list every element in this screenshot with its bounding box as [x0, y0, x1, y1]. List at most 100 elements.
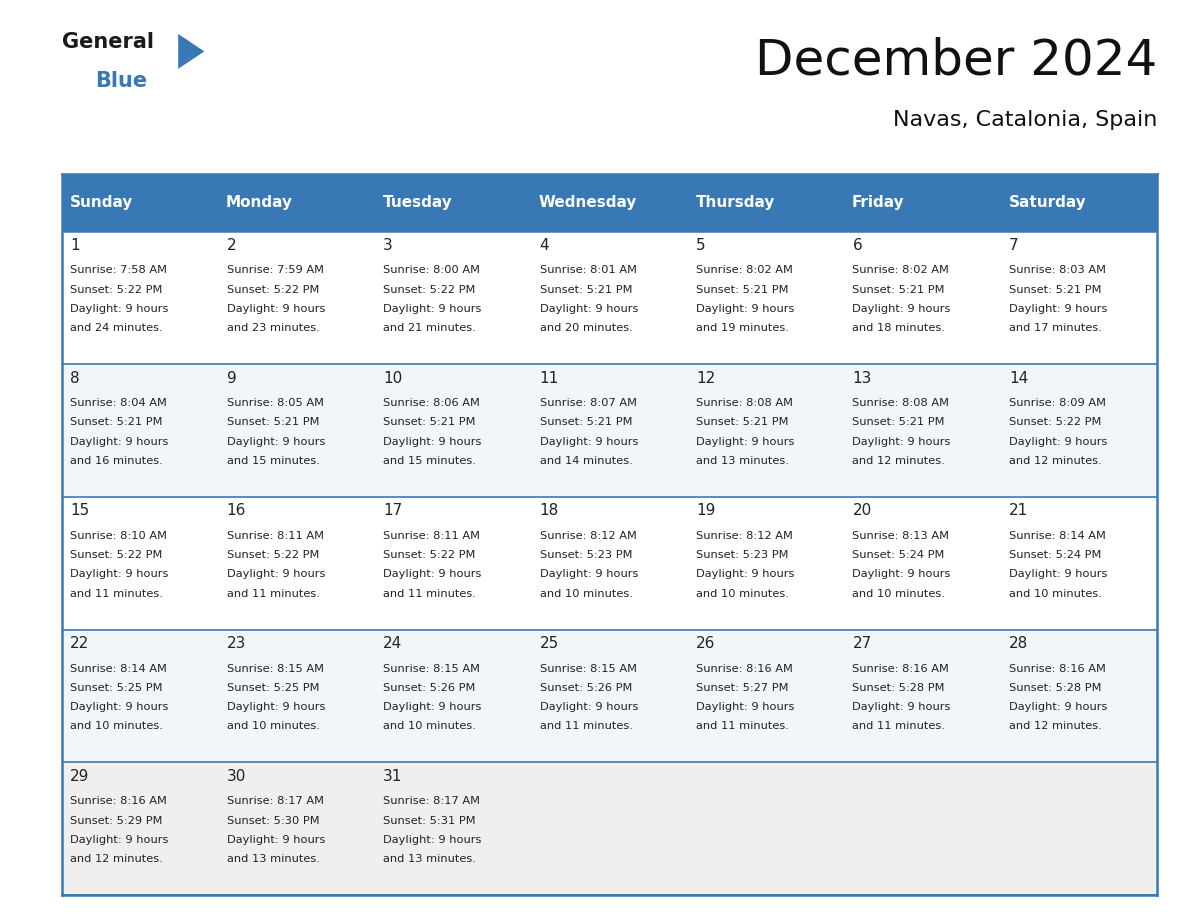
Text: 8: 8: [70, 371, 80, 386]
Text: Navas, Catalonia, Spain: Navas, Catalonia, Spain: [892, 110, 1157, 130]
Text: and 10 minutes.: and 10 minutes.: [383, 722, 476, 732]
Text: and 17 minutes.: and 17 minutes.: [1009, 323, 1101, 333]
Text: Friday: Friday: [852, 196, 904, 210]
Text: Daylight: 9 hours: Daylight: 9 hours: [383, 702, 481, 712]
Bar: [62, 762, 219, 895]
Text: Sunset: 5:23 PM: Sunset: 5:23 PM: [539, 550, 632, 560]
Text: Sunday: Sunday: [70, 196, 133, 210]
Text: 5: 5: [696, 238, 706, 252]
Text: Daylight: 9 hours: Daylight: 9 hours: [227, 834, 326, 845]
Text: Sunrise: 8:17 AM: Sunrise: 8:17 AM: [383, 796, 480, 806]
Text: and 12 minutes.: and 12 minutes.: [853, 456, 946, 465]
Text: Daylight: 9 hours: Daylight: 9 hours: [70, 437, 169, 446]
Text: and 10 minutes.: and 10 minutes.: [1009, 588, 1101, 599]
Text: Sunrise: 8:16 AM: Sunrise: 8:16 AM: [70, 796, 168, 806]
Text: Sunset: 5:21 PM: Sunset: 5:21 PM: [227, 418, 320, 427]
Text: and 19 minutes.: and 19 minutes.: [696, 323, 789, 333]
Bar: [531, 497, 688, 630]
Text: Daylight: 9 hours: Daylight: 9 hours: [853, 304, 950, 314]
Text: 26: 26: [696, 636, 715, 651]
Text: 12: 12: [696, 371, 715, 386]
Text: Sunset: 5:29 PM: Sunset: 5:29 PM: [70, 815, 163, 825]
Bar: [1000, 174, 1157, 231]
Text: Sunset: 5:26 PM: Sunset: 5:26 PM: [383, 683, 475, 693]
Text: and 14 minutes.: and 14 minutes.: [539, 456, 632, 465]
Bar: [62, 231, 219, 364]
Text: Sunset: 5:25 PM: Sunset: 5:25 PM: [70, 683, 163, 693]
Text: Sunrise: 8:15 AM: Sunrise: 8:15 AM: [383, 664, 480, 674]
Text: Sunrise: 8:08 AM: Sunrise: 8:08 AM: [696, 398, 794, 408]
Text: and 15 minutes.: and 15 minutes.: [383, 456, 476, 465]
Text: Sunrise: 8:01 AM: Sunrise: 8:01 AM: [539, 265, 637, 275]
Text: and 11 minutes.: and 11 minutes.: [227, 588, 320, 599]
Text: Sunset: 5:25 PM: Sunset: 5:25 PM: [227, 683, 320, 693]
Text: Sunrise: 8:16 AM: Sunrise: 8:16 AM: [1009, 664, 1106, 674]
Text: Daylight: 9 hours: Daylight: 9 hours: [70, 304, 169, 314]
Bar: [374, 231, 531, 364]
Bar: [219, 364, 374, 497]
Text: and 10 minutes.: and 10 minutes.: [227, 722, 320, 732]
Text: Sunset: 5:23 PM: Sunset: 5:23 PM: [696, 550, 789, 560]
Text: Daylight: 9 hours: Daylight: 9 hours: [696, 569, 795, 579]
Text: 4: 4: [539, 238, 549, 252]
Text: Sunset: 5:22 PM: Sunset: 5:22 PM: [70, 550, 163, 560]
Text: Sunrise: 8:03 AM: Sunrise: 8:03 AM: [1009, 265, 1106, 275]
Text: Sunrise: 8:06 AM: Sunrise: 8:06 AM: [383, 398, 480, 408]
Text: 24: 24: [383, 636, 403, 651]
Text: and 12 minutes.: and 12 minutes.: [70, 854, 163, 864]
Bar: [531, 364, 688, 497]
Text: 29: 29: [70, 768, 89, 784]
Text: and 16 minutes.: and 16 minutes.: [70, 456, 163, 465]
Text: 23: 23: [227, 636, 246, 651]
Text: 10: 10: [383, 371, 403, 386]
Text: December 2024: December 2024: [754, 37, 1157, 84]
Text: Daylight: 9 hours: Daylight: 9 hours: [853, 437, 950, 446]
Text: 2: 2: [227, 238, 236, 252]
Bar: [1000, 497, 1157, 630]
Text: and 13 minutes.: and 13 minutes.: [227, 854, 320, 864]
Bar: [688, 497, 845, 630]
Bar: [219, 497, 374, 630]
Bar: [688, 174, 845, 231]
Text: Daylight: 9 hours: Daylight: 9 hours: [227, 702, 326, 712]
Text: Sunrise: 8:12 AM: Sunrise: 8:12 AM: [539, 531, 637, 541]
Text: Daylight: 9 hours: Daylight: 9 hours: [383, 437, 481, 446]
Bar: [374, 364, 531, 497]
Bar: [219, 231, 374, 364]
Text: Monday: Monday: [226, 196, 293, 210]
Text: Daylight: 9 hours: Daylight: 9 hours: [539, 569, 638, 579]
Bar: [688, 630, 845, 762]
Text: and 10 minutes.: and 10 minutes.: [696, 588, 789, 599]
Bar: [845, 231, 1000, 364]
Text: Daylight: 9 hours: Daylight: 9 hours: [696, 702, 795, 712]
Text: Sunset: 5:21 PM: Sunset: 5:21 PM: [539, 418, 632, 427]
Text: Sunrise: 8:05 AM: Sunrise: 8:05 AM: [227, 398, 323, 408]
Bar: [374, 630, 531, 762]
Text: Daylight: 9 hours: Daylight: 9 hours: [539, 437, 638, 446]
Text: Sunrise: 8:12 AM: Sunrise: 8:12 AM: [696, 531, 792, 541]
Text: Sunset: 5:27 PM: Sunset: 5:27 PM: [696, 683, 789, 693]
Text: Sunset: 5:21 PM: Sunset: 5:21 PM: [383, 418, 475, 427]
Text: Daylight: 9 hours: Daylight: 9 hours: [383, 304, 481, 314]
Text: Sunrise: 7:58 AM: Sunrise: 7:58 AM: [70, 265, 168, 275]
Text: Daylight: 9 hours: Daylight: 9 hours: [696, 437, 795, 446]
Text: Sunrise: 8:13 AM: Sunrise: 8:13 AM: [853, 531, 949, 541]
Text: and 11 minutes.: and 11 minutes.: [696, 722, 789, 732]
Text: 22: 22: [70, 636, 89, 651]
Text: Daylight: 9 hours: Daylight: 9 hours: [539, 702, 638, 712]
Bar: [845, 497, 1000, 630]
Bar: [62, 174, 219, 231]
Text: Saturday: Saturday: [1009, 196, 1086, 210]
Text: Sunset: 5:28 PM: Sunset: 5:28 PM: [853, 683, 944, 693]
Text: Sunrise: 8:04 AM: Sunrise: 8:04 AM: [70, 398, 168, 408]
Text: Sunset: 5:21 PM: Sunset: 5:21 PM: [853, 285, 944, 295]
Text: Sunset: 5:30 PM: Sunset: 5:30 PM: [227, 815, 320, 825]
Bar: [531, 174, 688, 231]
Text: and 12 minutes.: and 12 minutes.: [1009, 722, 1101, 732]
Text: Daylight: 9 hours: Daylight: 9 hours: [1009, 304, 1107, 314]
Bar: [1000, 630, 1157, 762]
Text: and 21 minutes.: and 21 minutes.: [383, 323, 476, 333]
Bar: [219, 174, 374, 231]
Bar: [531, 231, 688, 364]
Bar: [374, 497, 531, 630]
